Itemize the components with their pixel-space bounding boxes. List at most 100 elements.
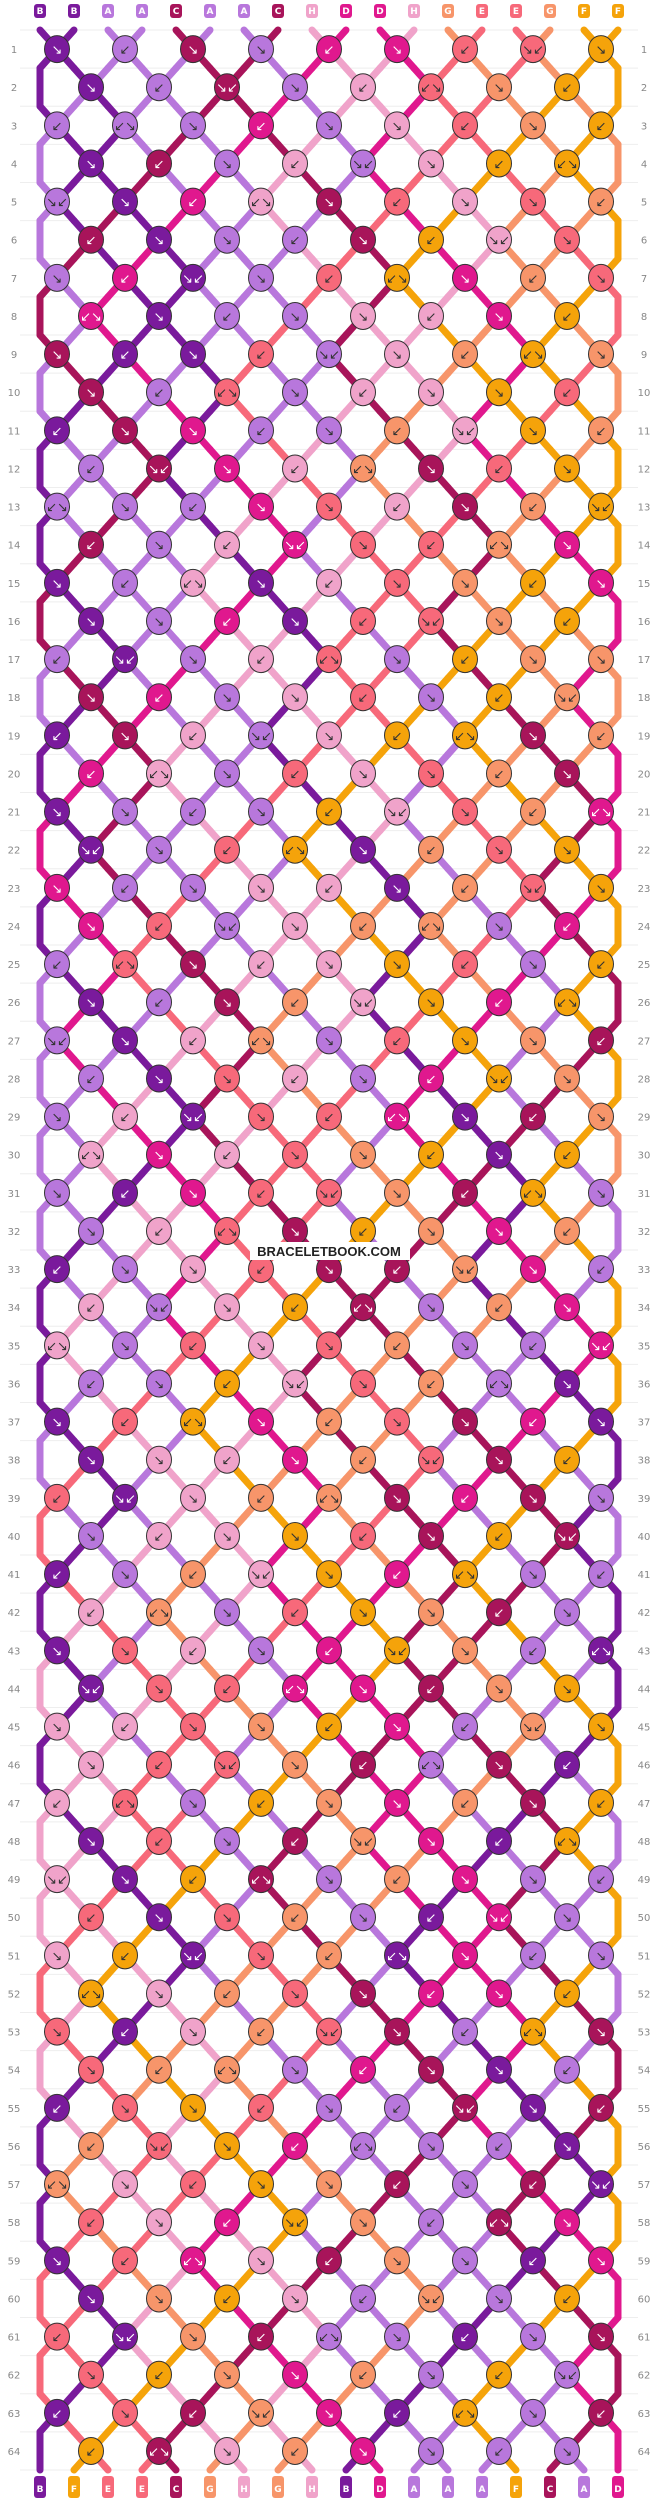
knot: ↙ — [452, 645, 478, 674]
knot: ↘ — [520, 1483, 546, 1512]
knot-arrow-icon: ↙ — [290, 2140, 301, 2155]
knot-arrow-icon: ↙ — [562, 1225, 573, 1240]
knot-arrow-icon: ↙ — [120, 2026, 131, 2041]
knot: ↙ — [384, 1865, 410, 1894]
knot: ↙ — [44, 2322, 70, 2351]
knot-arrow-icon: ↙ — [256, 2026, 267, 2041]
row-number-left: 39 — [8, 1494, 21, 1505]
row-number-right: 53 — [638, 2028, 651, 2039]
knot: ↙ — [384, 2093, 410, 2122]
knot-arrow-icon: ↘ — [154, 310, 165, 325]
knot-arrow-icon: ↘ — [290, 2064, 301, 2079]
string-label: A — [207, 7, 214, 17]
knot-arrow-icon: ↘ — [494, 844, 505, 859]
row-number-right: 6 — [641, 236, 647, 247]
knot: ↙ — [180, 2170, 206, 2199]
knot-arrow-icon: ↘ — [562, 1911, 573, 1926]
knot-arrow-icon: ↙ — [188, 1568, 199, 1583]
knot-arrow-icon: ↘↙ — [114, 2331, 136, 2346]
knot-arrow-icon: ↘ — [460, 806, 471, 821]
knot: ↙ — [520, 1407, 546, 1436]
knot: ↙ — [554, 606, 580, 635]
knot-arrow-icon: ↘ — [120, 729, 131, 744]
string-label: B — [343, 2485, 350, 2495]
knot-arrow-icon: ↙ — [562, 1759, 573, 1774]
knot: ↙ — [350, 606, 376, 635]
knot-arrow-icon: ↙↘ — [46, 2178, 68, 2193]
knot: ↙ — [214, 1140, 240, 1169]
knot: ↘ — [350, 1674, 376, 1703]
knot-arrow-icon: ↘ — [392, 1797, 403, 1812]
knot-arrow-icon: ↙↘ — [318, 1492, 340, 1507]
knot: ↙ — [44, 1788, 70, 1817]
knot: ↙ — [554, 2055, 580, 2084]
row-number-left: 7 — [11, 274, 17, 285]
knot-arrow-icon: ↘ — [256, 1644, 267, 1659]
knot: ↘ — [316, 187, 342, 216]
knot: ↘ — [282, 1521, 308, 1550]
knot: ↘↙ — [146, 1293, 172, 1322]
knot-arrow-icon: ↙ — [154, 1759, 165, 1774]
knot-arrow-icon: ↘ — [188, 424, 199, 439]
knot-arrow-icon: ↙↘ — [352, 1301, 374, 1316]
knot: ↙ — [384, 1026, 410, 1055]
knot-arrow-icon: ↙ — [120, 577, 131, 592]
knot: ↘ — [180, 2093, 206, 2122]
knot: ↙↘ — [486, 530, 512, 559]
knot-arrow-icon: ↘ — [52, 577, 63, 592]
knot-arrow-icon: ↘ — [528, 958, 539, 973]
knot: ↙ — [44, 416, 70, 445]
row-number-right: 1 — [641, 45, 647, 56]
knot-arrow-icon: ↙↘ — [250, 1873, 272, 1888]
knot: ↙ — [418, 2208, 444, 2237]
string-label: A — [241, 7, 248, 17]
knot-arrow-icon: ↘ — [154, 2216, 165, 2231]
knot-arrow-icon: ↘ — [52, 806, 63, 821]
knot-arrow-icon: ↘ — [324, 501, 335, 516]
knot-arrow-icon: ↙ — [596, 119, 607, 134]
knot: ↙↘ — [78, 301, 104, 330]
knot: ↘ — [486, 1674, 512, 1703]
knot: ↙ — [554, 1216, 580, 1245]
knot-arrow-icon: ↙ — [52, 958, 63, 973]
knot-arrow-icon: ↙ — [528, 272, 539, 287]
knot-arrow-icon: ↙↘ — [522, 1187, 544, 1202]
knot-arrow-icon: ↘ — [86, 1530, 97, 1545]
string-label: D — [376, 7, 383, 17]
knot: ↙ — [486, 149, 512, 178]
knot: ↘ — [282, 1750, 308, 1779]
knot-arrow-icon: ↙ — [562, 920, 573, 935]
knot-arrow-icon: ↙ — [290, 767, 301, 782]
knot: ↘ — [78, 988, 104, 1017]
knot-arrow-icon: ↙ — [562, 2292, 573, 2307]
row-number-right: 62 — [638, 2371, 651, 2382]
knot: ↙ — [248, 1483, 274, 1512]
knot: ↙ — [588, 1865, 614, 1894]
row-number-left: 13 — [8, 503, 21, 514]
knot: ↘ — [452, 492, 478, 521]
knot-arrow-icon: ↘ — [528, 1873, 539, 1888]
row-number-right: 43 — [638, 1646, 651, 1657]
knot: ↘↙ — [486, 225, 512, 254]
knot-arrow-icon: ↘ — [52, 272, 63, 287]
row-number-left: 38 — [8, 1456, 21, 1467]
knot-arrow-icon: ↘ — [256, 1721, 267, 1736]
knot: ↘↙ — [214, 73, 240, 102]
knot: ↙ — [146, 1750, 172, 1779]
knot: ↘ — [248, 1331, 274, 1360]
knot-arrow-icon: ↘ — [562, 1606, 573, 1621]
knot-arrow-icon: ↙ — [358, 2292, 369, 2307]
knot: ↙↘ — [520, 1178, 546, 1207]
knot-arrow-icon: ↘ — [222, 1911, 233, 1926]
knot-arrow-icon: ↙ — [222, 1454, 233, 1469]
knot: ↙ — [588, 2398, 614, 2427]
knot: ↘ — [554, 1293, 580, 1322]
knot-arrow-icon: ↙ — [52, 653, 63, 668]
knot-arrow-icon: ↘↙ — [590, 501, 612, 516]
knot-arrow-icon: ↘ — [154, 234, 165, 249]
knot-arrow-icon: ↘↙ — [454, 1263, 476, 1278]
knot-arrow-icon: ↘ — [52, 1416, 63, 1431]
knot-arrow-icon: ↘ — [392, 348, 403, 363]
row-number-right: 59 — [638, 2256, 651, 2267]
knot: ↘↙ — [282, 2208, 308, 2237]
